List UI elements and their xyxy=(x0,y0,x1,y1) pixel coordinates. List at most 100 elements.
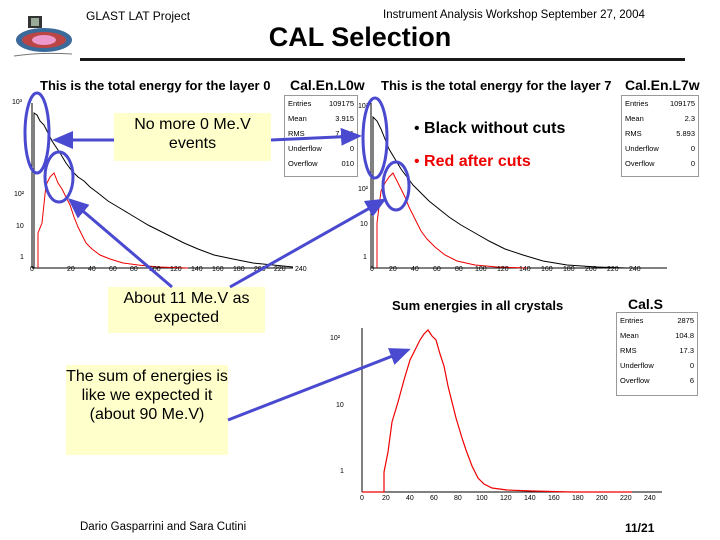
x-tick: 200 xyxy=(596,495,608,502)
stat-label: Overflow xyxy=(288,159,318,168)
x-tick: 240 xyxy=(295,266,307,273)
stat-label: Entries xyxy=(288,99,312,108)
project-name: GLAST LAT Project xyxy=(86,9,191,23)
x-tick: 220 xyxy=(620,495,632,502)
x-tick: 80 xyxy=(454,495,462,502)
x-tick: 100 xyxy=(476,495,488,502)
x-tick: 140 xyxy=(191,266,203,273)
stat-value: 0 xyxy=(690,144,695,153)
stat-value: 0 xyxy=(690,159,695,168)
x-tick: 200 xyxy=(585,266,597,273)
x-tick: 120 xyxy=(170,266,182,273)
y-tick: 10² xyxy=(358,186,369,193)
x-tick: 0 xyxy=(30,266,34,273)
y-tick: 10 xyxy=(360,221,368,228)
stat-label: Overflow xyxy=(625,159,655,168)
x-tick: 40 xyxy=(88,266,96,273)
stat-label: Mean xyxy=(620,331,639,340)
x-tick: 240 xyxy=(629,266,641,273)
page-number: 11/21 xyxy=(625,521,655,535)
footer-authors: Dario Gasparrini and Sara Cutini xyxy=(80,521,247,533)
stat-value: 5.893 xyxy=(676,129,695,138)
stat-value: 109175 xyxy=(669,99,695,108)
stat-value: 3.915 xyxy=(335,114,354,123)
y-tick: 10² xyxy=(330,335,341,342)
title-rule xyxy=(80,58,685,61)
stat-label: RMS xyxy=(625,129,642,138)
y-tick: 10 xyxy=(16,223,24,230)
stats-box-layer0: Entries 109175 Mean 3.915 RMS 7.301 Underfl… xyxy=(284,95,358,177)
x-tick: 220 xyxy=(607,266,619,273)
x-tick: 20 xyxy=(67,266,75,273)
stat-value: 7.301 xyxy=(335,129,354,138)
callout-no-zero: No more 0 Me.V events xyxy=(114,113,271,161)
stat-value: 2875 xyxy=(677,316,694,325)
stat-label: Entries xyxy=(625,99,649,108)
y-tick: 10³ xyxy=(12,99,23,106)
bullet-dot: • xyxy=(414,120,425,137)
x-tick: 160 xyxy=(548,495,560,502)
histogram-layer0: This is the total energy for the layer 0… xyxy=(28,73,365,278)
bullet-dot: • xyxy=(414,153,425,170)
bullet-red: • Red after cuts xyxy=(414,153,531,171)
stat-label: Entries xyxy=(620,316,644,325)
stat-value: 17.3 xyxy=(679,346,694,355)
x-tick: 180 xyxy=(233,266,245,273)
y-tick: 10² xyxy=(14,191,25,198)
y-tick: 10 xyxy=(336,402,344,409)
x-tick: 240 xyxy=(644,495,656,502)
x-tick: 180 xyxy=(563,266,575,273)
x-tick: 80 xyxy=(130,266,138,273)
x-tick: 60 xyxy=(430,495,438,502)
stat-label: Overflow xyxy=(620,376,650,385)
stat-label: Underflow xyxy=(620,361,654,370)
callout-about11: About 11 Me.V as expected xyxy=(108,287,265,333)
x-tick: 100 xyxy=(149,266,161,273)
x-tick: 80 xyxy=(455,266,463,273)
stat-value: 0 xyxy=(349,144,354,153)
x-tick: 60 xyxy=(433,266,441,273)
stat-value: 010 xyxy=(341,159,354,168)
x-tick: 120 xyxy=(497,266,509,273)
bullet-red-text: Red after cuts xyxy=(424,153,531,170)
x-tick: 160 xyxy=(212,266,224,273)
glast-logo xyxy=(13,16,73,57)
x-tick: 220 xyxy=(274,266,286,273)
stats-box-sum: Entries 2875 Mean 104.8 RMS 17.3 Underflow 0… xyxy=(616,312,698,396)
panel-name-layer0: Cal.En.L0w xyxy=(290,77,365,93)
stat-value: 0 xyxy=(689,361,694,370)
panel-title-layer0: This is the total energy for the layer 0 xyxy=(40,78,302,93)
panel-title-sum: Sum energies in all crystals xyxy=(392,298,592,313)
x-tick: 120 xyxy=(500,495,512,502)
x-tick: 20 xyxy=(382,495,390,502)
page-title: CAL Selection xyxy=(268,22,452,52)
histogram-sum: Sum energies in all crystals Cal.S Entri… xyxy=(332,292,698,504)
x-tick: 0 xyxy=(370,266,374,273)
stat-label: Mean xyxy=(288,114,307,123)
stat-value: 6 xyxy=(689,376,694,385)
bullet-black: • Black without cuts xyxy=(414,120,565,138)
x-tick: 200 xyxy=(254,266,266,273)
panel-title-layer7: This is the total energy for the layer 7 xyxy=(381,78,643,93)
y-tick: 1 xyxy=(20,254,24,261)
stats-box-layer7: Entries 109175 Mean 2.3 RMS 5.893 Underflow… xyxy=(621,95,699,177)
y-tick: 1 xyxy=(363,254,367,261)
stat-label: Underflow xyxy=(625,144,659,153)
histogram-layer7: This is the total energy for the layer 7… xyxy=(367,73,700,278)
workshop-info: Instrument Analysis Workshop September 2… xyxy=(383,9,645,21)
stat-label: RMS xyxy=(288,129,305,138)
stat-value: 104.8 xyxy=(675,331,694,340)
stat-value: 109175 xyxy=(328,99,354,108)
stat-label: Mean xyxy=(625,114,644,123)
x-tick: 60 xyxy=(109,266,117,273)
y-tick: 10³ xyxy=(358,103,369,110)
x-tick: 20 xyxy=(389,266,397,273)
y-tick: 1 xyxy=(340,468,344,475)
panel-name-sum: Cal.S xyxy=(628,296,688,312)
stat-label: Underflow xyxy=(288,144,322,153)
x-tick: 180 xyxy=(572,495,584,502)
bullet-black-text: Black without cuts xyxy=(424,120,566,137)
x-tick: 160 xyxy=(541,266,553,273)
stat-label: RMS xyxy=(620,346,637,355)
x-tick: 140 xyxy=(519,266,531,273)
